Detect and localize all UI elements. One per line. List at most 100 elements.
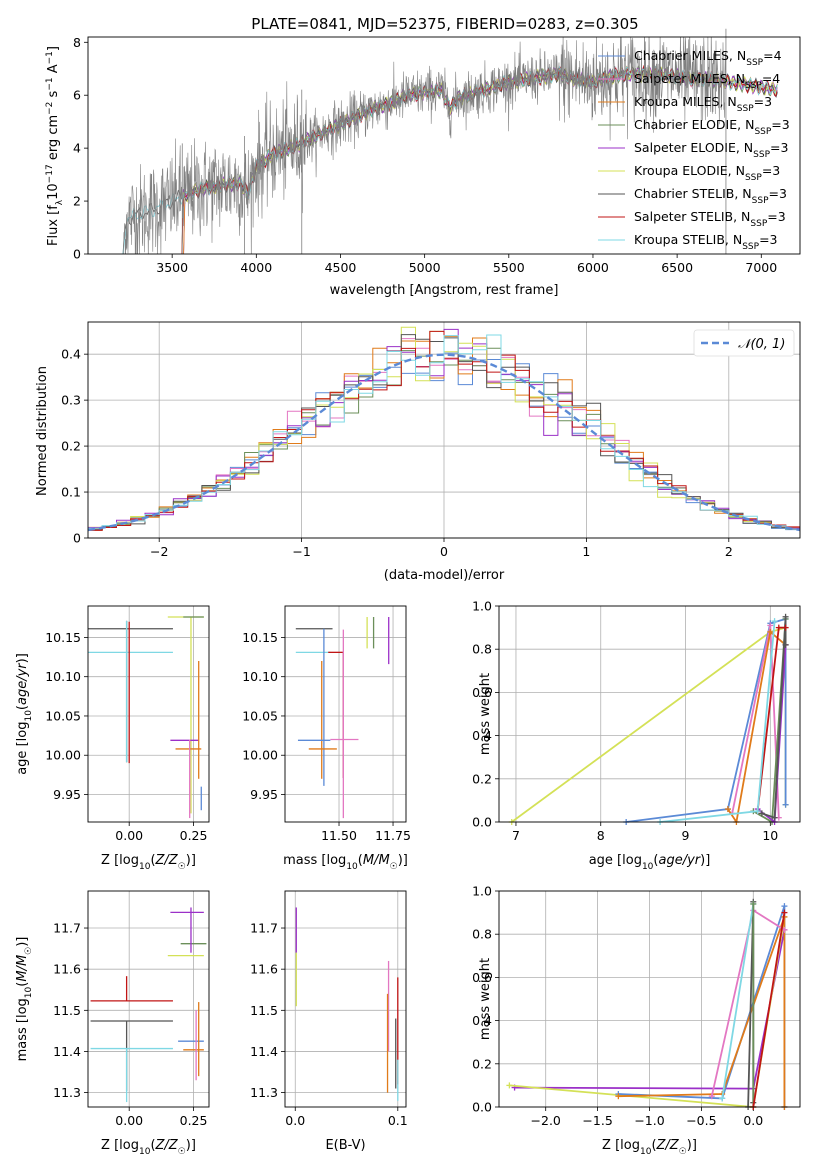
x-axis-label: Z [log10(Z/Z☉)] [602,1138,697,1157]
x-axis-label: (data-model)/error [384,568,505,583]
x-axis-label: age [log10(age/yr)] [589,853,711,872]
axes-frame [87,36,801,255]
x-tick-label: 1 [582,544,590,559]
x-tick-label: 7 [512,828,520,843]
axes-age_vs_Z: 0.00 0.25 9.95 10.00 10.05 10.10 10.15 Z [log10… [15,605,210,872]
axes-mass_vs_Z: 0.00 0.25 11.3 11.4 11.5 11.6 11.7 Z [log10(Z/Z… [15,890,210,1157]
axes-frame [87,605,210,823]
x-tick-label: 0.25 [180,1113,208,1128]
legend-label: Chabrier MILES, NSSP=4 [634,48,782,68]
y-axis-label: Normed distribution [35,366,50,496]
y-tick-label: 11.3 [53,1085,81,1100]
y-tick-label: 10.00 [242,748,278,763]
y-tick-label: 11.4 [53,1044,81,1059]
legend-label: Kroupa STELIB, NSSP=3 [634,232,778,252]
y-axis-label: age [log10(age/yr)] [15,653,34,775]
x-tick-label: 11.75 [375,828,411,843]
y-tick-label: 2 [73,194,81,209]
x-axis-label: Z [log10(Z/Z☉)] [101,1138,196,1157]
x-tick-label: 8 [597,828,605,843]
x-tick-label: 9 [682,828,690,843]
y-axis-label: mass weight [478,673,493,755]
y-tick-label: 4 [73,141,81,156]
y-tick-label: 11.5 [53,1003,81,1018]
y-tick-label: 11.3 [250,1085,278,1100]
legend-label: 𝒩(0, 1) [738,337,785,352]
weight-line-kroupa_elodie [511,626,787,822]
axes-frame [284,890,407,1108]
legend-label: Salpeter STELIB, NSSP=3 [634,209,786,229]
histogram-kroupa_stelib [88,334,800,531]
y-tick-label: 10.15 [242,630,278,645]
x-tick-label: 0 [440,544,448,559]
y-tick-label: 6 [73,88,81,103]
x-tick-label: −0.5 [686,1113,716,1128]
x-axis-label: wavelength [Angstrom, rest frame] [330,283,559,298]
y-tick-label: 1.0 [472,884,492,899]
y-tick-label: 1.0 [472,599,492,614]
x-tick-label: 11.50 [321,828,357,843]
legend-label: Chabrier ELODIE, NSSP=3 [634,117,790,137]
x-tick-label: 0.00 [115,1113,143,1128]
axes-spectrum: 3500 4000 4500 5000 5500 6000 6500 7000 0 2 4 6 8 wav… [45,28,801,298]
weight-line-salpeter_stelib [752,912,786,1107]
axes-weight_vs_age: 7 8 9 10 0.0 0.2 0.4 0.6 0.8 1.0 age [log10(age/yr… [472,599,801,872]
y-tick-label: 10.10 [45,669,81,684]
x-tick-label: 6500 [661,260,693,275]
legend-label: Salpeter MILES, NSSP=4 [634,71,780,91]
y-tick-label: 11.7 [53,921,81,936]
y-tick-label: 11.7 [250,921,278,936]
y-tick-label: 11.6 [53,962,81,977]
y-tick-label: 10.15 [45,630,81,645]
axes-frame [87,890,210,1108]
y-tick-label: 10.00 [45,748,81,763]
y-axis-label: mass weight [478,958,493,1040]
weight-line-kroupa_elodie [509,916,786,1107]
legend-label: Chabrier STELIB, NSSP=3 [634,186,787,206]
y-tick-label: 0.6 [472,685,492,700]
x-tick-label: −1 [292,544,310,559]
weight-line-kroupa_stelib [721,903,755,1099]
weight-line-kroupa_stelib [660,621,776,822]
y-tick-label: 0.8 [472,642,492,657]
axes-frame [87,321,801,539]
legend-label: Salpeter ELODIE, NSSP=3 [634,140,788,160]
y-tick-label: 11.4 [250,1044,278,1059]
normal-curve [87,353,801,532]
y-tick-label: 0.0 [472,1100,492,1115]
legend-box [693,329,795,357]
y-tick-label: 0.1 [61,485,81,500]
y-tick-label: 8 [73,35,81,50]
x-axis-label: Z [log10(Z/Z☉)] [101,853,196,872]
x-tick-label: 0.1 [388,1113,408,1128]
y-tick-label: 9.95 [53,787,81,802]
x-tick-label: 2 [725,544,733,559]
x-tick-label: 0.0 [743,1113,763,1128]
y-tick-label: 0.6 [472,970,492,985]
x-axis-label: mass [log10(M/M☉)] [283,853,408,872]
y-tick-label: 9.95 [250,787,278,802]
axes-weight_vs_Z: −2.0 −1.5 −1.0 −0.5 0.0 0.0 0.2 0.4 0.6 0.8 1.0 Z [… [472,884,801,1157]
y-tick-label: 11.5 [250,1003,278,1018]
figure-title: PLATE=0841, MJD=52375, FIBERID=0283, z=0… [251,15,638,33]
weight-line-chabrier_stelib [761,616,787,819]
axes-frame [284,605,407,823]
y-tick-label: 0.0 [472,815,492,830]
x-tick-label: 4000 [240,260,272,275]
x-tick-label: 5000 [409,260,441,275]
x-tick-label: 7000 [745,260,777,275]
y-tick-label: 11.6 [250,962,278,977]
x-tick-label: 10 [762,828,778,843]
x-tick-label: −1.5 [582,1113,612,1128]
x-tick-label: −1.0 [634,1113,664,1128]
y-tick-label: 0.2 [61,439,81,454]
axes-mass_vs_EBV: 0.0 0.1 11.3 11.4 11.5 11.6 11.7 E(B-V) [250,890,408,1153]
y-axis-label: Flux [fλ10−17 erg cm−2 s−1 A−1] [45,46,65,246]
y-tick-label: 0.4 [61,347,81,362]
x-tick-label: 4500 [325,260,357,275]
y-tick-label: 10.10 [242,669,278,684]
y-tick-label: 0.2 [472,1056,492,1071]
y-tick-label: 0.8 [472,927,492,942]
y-axis-label: mass [log10(M/M☉)] [15,937,34,1062]
